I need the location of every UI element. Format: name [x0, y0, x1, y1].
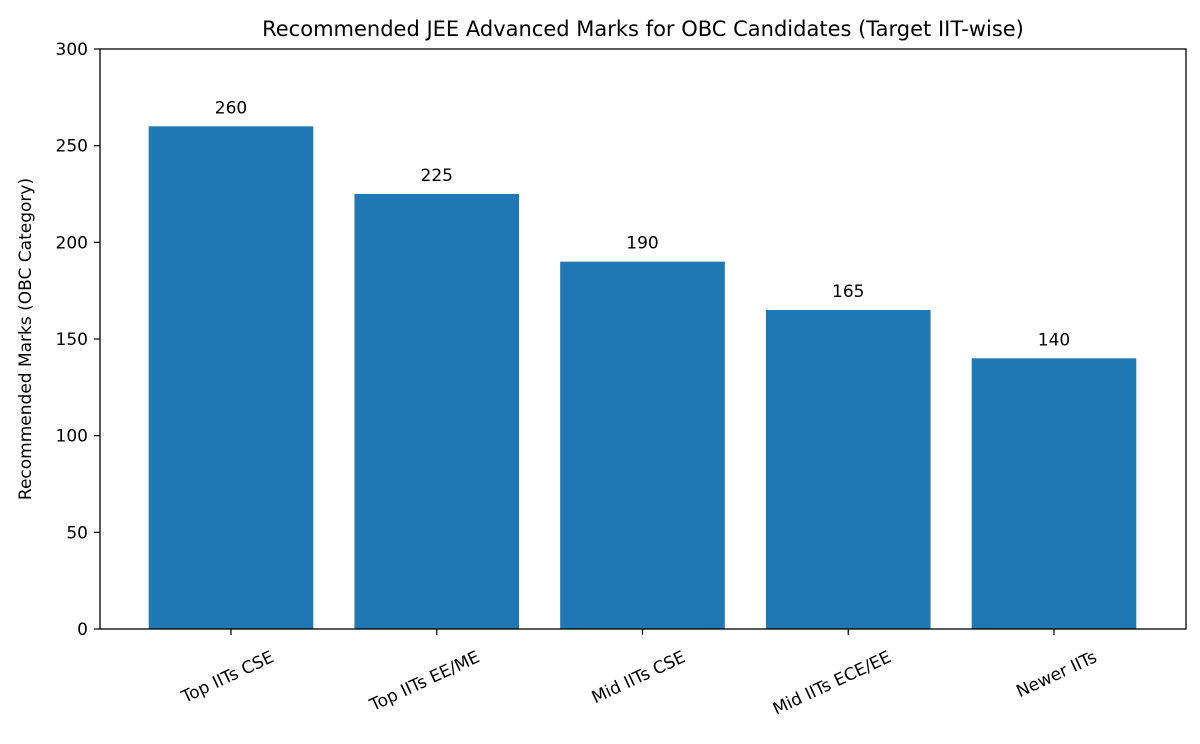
bar-value-label: 140 — [1038, 330, 1070, 350]
chart-title: Recommended JEE Advanced Marks for OBC C… — [262, 17, 1024, 41]
bar — [560, 261, 725, 629]
y-tick-label: 250 — [56, 137, 88, 157]
y-tick-label: 150 — [56, 330, 88, 350]
bar — [971, 358, 1137, 629]
y-tick-label: 50 — [66, 523, 88, 543]
bar-value-label: 190 — [626, 234, 658, 254]
y-tick-label: 100 — [56, 427, 88, 447]
y-axis-ticks: 0 50 100 150 200 250 300 — [56, 40, 100, 640]
x-tick-label: Top IITs CSE — [178, 647, 277, 708]
bar — [765, 310, 931, 629]
bar-value-label: 225 — [421, 166, 453, 186]
bar — [354, 194, 520, 629]
x-tick-label: Newer IITs — [1013, 647, 1100, 702]
bar — [148, 126, 314, 629]
y-tick-label: 300 — [56, 40, 88, 60]
x-axis-ticks: Top IITs CSE Top IITs EE/ME Mid IITs CSE Mi… — [178, 629, 1100, 720]
bar-value-label: 165 — [832, 282, 864, 302]
y-tick-label: 200 — [56, 233, 88, 253]
x-tick-label: Mid IITs CSE — [589, 647, 689, 708]
x-tick-label: Mid IITs ECE/EE — [770, 647, 894, 719]
y-axis-label: Recommended Marks (OBC Category) — [16, 178, 36, 500]
y-tick-label: 0 — [77, 620, 88, 640]
plot-frame — [99, 48, 1187, 630]
x-tick-label: Top IITs EE/ME — [366, 647, 483, 716]
bars-group: 260 225 190 165 140 — [148, 98, 1137, 629]
bar-value-label: 260 — [215, 98, 247, 118]
